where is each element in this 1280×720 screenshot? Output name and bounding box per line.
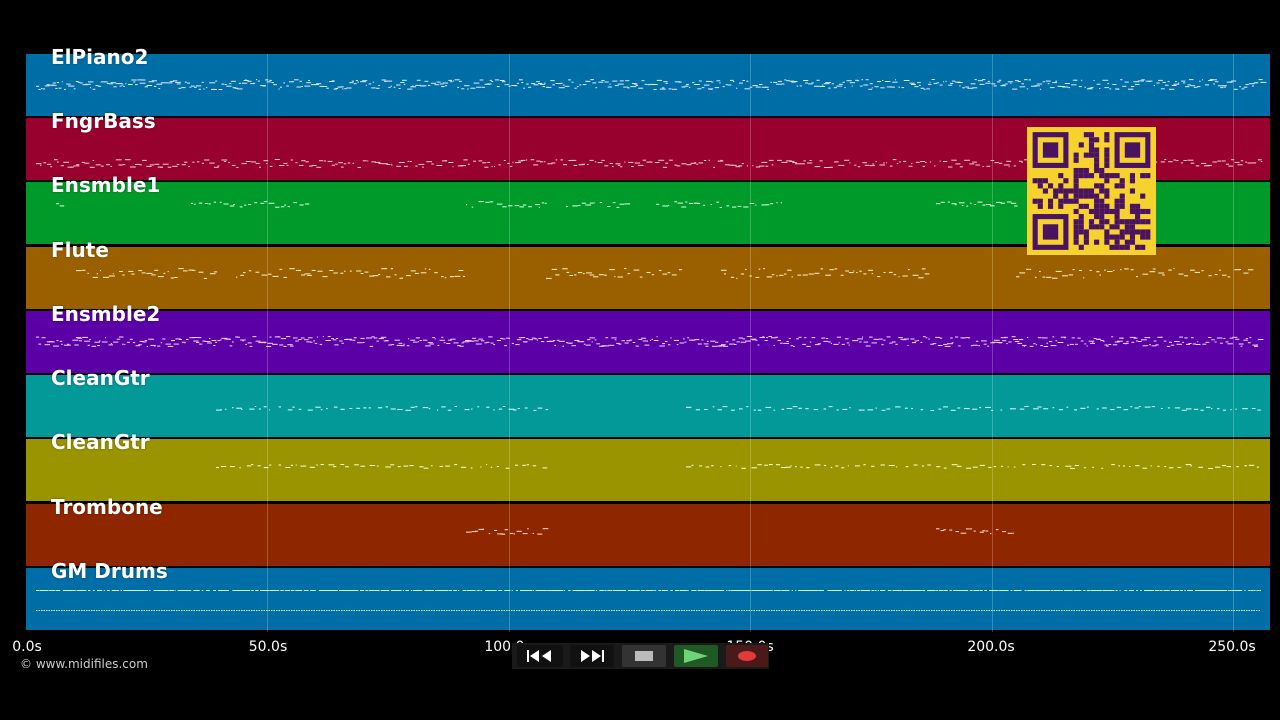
play-button[interactable] [674, 645, 718, 667]
gridline [750, 54, 751, 632]
time-tick: 50.0s [248, 639, 288, 655]
gridline [1233, 54, 1234, 632]
rewind-icon [527, 650, 551, 662]
time-tick: 0.0s [12, 639, 42, 655]
track-name: FngrBass [51, 109, 156, 133]
track-name: Ensmble2 [51, 302, 161, 326]
copyright-credit: © www.midifiles.com [20, 657, 148, 671]
gridline [509, 54, 510, 632]
track-name: ElPiano2 [51, 45, 149, 69]
track-name: Ensmble1 [51, 173, 161, 197]
time-tick: 200.0s [967, 639, 1015, 655]
track-gm-drums[interactable]: GM Drums [26, 559, 1270, 630]
record-icon [738, 651, 756, 661]
qr-pattern [1032, 132, 1151, 250]
track-name: Flute [51, 238, 109, 262]
qr-code [1027, 127, 1156, 255]
track-cleangtr-1[interactable]: CleanGtr [26, 366, 1270, 437]
rewind-button[interactable] [517, 645, 563, 667]
track-name: Trombone [51, 495, 163, 519]
track-cleangtr-2[interactable]: CleanGtr [26, 430, 1270, 501]
record-button[interactable] [726, 645, 768, 667]
track-flute[interactable]: Flute [26, 238, 1270, 309]
play-icon [684, 649, 708, 663]
stop-button[interactable] [622, 645, 666, 667]
track-name: CleanGtr [51, 430, 150, 454]
piano-roll[interactable]: ElPiano2 FngrBass Ensmble1 Flute Ensmble… [26, 45, 1270, 632]
transport-bar [512, 643, 769, 669]
fast-forward-button[interactable] [570, 645, 614, 667]
fast-forward-icon [581, 650, 604, 662]
time-tick: 250.0s [1208, 639, 1256, 655]
track-trombone[interactable]: Trombone [26, 495, 1270, 566]
note-layer [36, 79, 1267, 611]
track-name: CleanGtr [51, 366, 150, 390]
track-name: GM Drums [51, 559, 168, 583]
stop-icon [635, 651, 653, 661]
